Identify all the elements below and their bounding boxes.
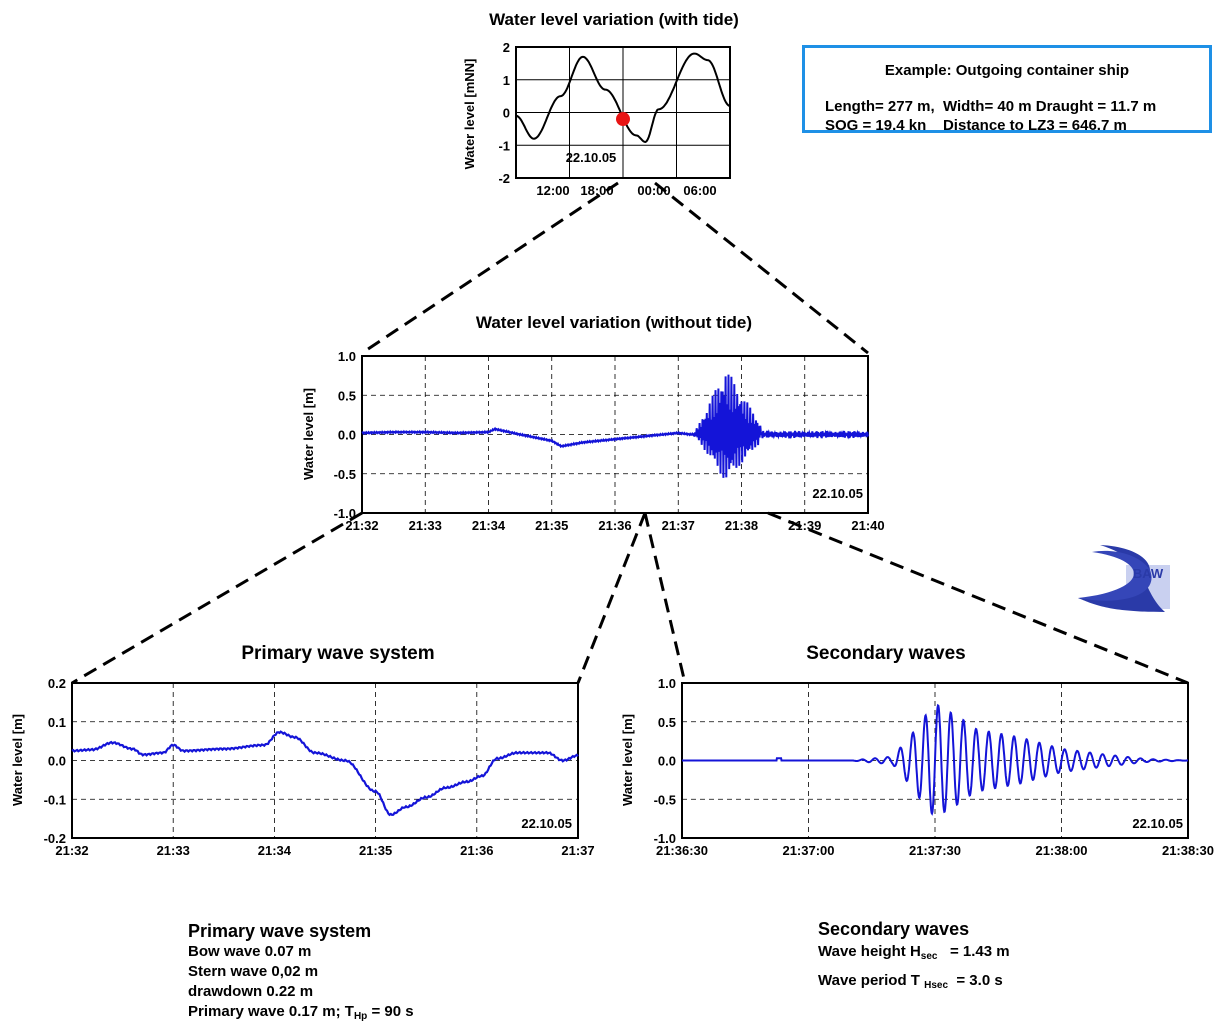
primary-series-line <box>71 730 579 817</box>
tide-ytick-label: 2 <box>503 40 510 55</box>
overview-xtick-label: 21:33 <box>409 518 442 533</box>
ship-info-box: Example: Outgoing container ship Length=… <box>802 45 1212 134</box>
primary-ytick-label: -0.1 <box>44 792 66 807</box>
overview-ytick-label: 0.0 <box>338 428 356 443</box>
tide-axes: 2 1 0 -1 -2 12:00 18:00 00:00 06:00 22.10.05 <box>498 40 731 198</box>
overview-xtick-label: 21:39 <box>788 518 821 533</box>
baw-logo-swoosh-outer <box>1078 550 1152 601</box>
overview-ytick-label: -0.5 <box>334 467 356 482</box>
primary-wave-value: = 90 s <box>367 1003 414 1020</box>
secondary-summary-height: Wave height Hsec = 1.43 m <box>818 942 1010 967</box>
tide-ytick-label: 1 <box>503 73 510 88</box>
connector-tide-left <box>361 181 619 355</box>
connector-overview-secondary-right <box>767 511 1189 685</box>
overview-axes: 1.0 0.5 0.0 -0.5 -1.021:32 21:33 21:34 21:35 21:… <box>334 349 885 533</box>
primary-summary-primary-wave: Primary wave 0.17 m; THp = 90 s <box>188 1002 414 1027</box>
secondary-xtick-label: 21:37:30 <box>909 843 961 858</box>
primary-ytick-label: -0.2 <box>44 831 66 846</box>
primary-xtick-label: 21:33 <box>157 843 190 858</box>
overview-xtick-label: 21:32 <box>345 518 378 533</box>
primary-ylabel: Water level [m] <box>10 714 25 806</box>
secondary-xtick-label: 21:37:00 <box>782 843 834 858</box>
connector-overview-primary-left <box>71 511 363 685</box>
secondary-xtick-label: 21:38:00 <box>1035 843 1087 858</box>
ship-info-line2: SOG = 19.4 kn Distance to LZ3 = 646.7 m <box>825 117 1127 134</box>
connector-overview-secondary-left <box>643 512 687 684</box>
primary-summary-stern: Stern wave 0,02 m <box>188 963 319 980</box>
secondary-series-line <box>682 703 1188 816</box>
tide-ytick-label: 0 <box>503 106 510 121</box>
baw-logo: BAW <box>1078 545 1170 612</box>
secondary-ytick-label: 0.5 <box>658 715 676 730</box>
primary-ytick-label: 0.2 <box>48 676 66 691</box>
connector-tide-right <box>654 181 869 355</box>
tide-ylabel: Water level [mNN] <box>462 59 477 170</box>
overview-xtick-label: 21:38 <box>725 518 758 533</box>
secondary-axes: 1.0 0.5 0.0 -0.5 -1.021:36:30 21:37:00 21:37:3… <box>654 676 1214 858</box>
secondary-summary-heading: Secondary waves <box>818 919 970 939</box>
primary-xtick-label: 21:36 <box>460 843 493 858</box>
tide-ytick-label: -2 <box>498 171 510 186</box>
baw-logo-swoosh <box>1078 545 1165 612</box>
secondary-summary: Secondary waves Wave height Hsec = 1.43 … <box>818 918 1010 996</box>
connector-overview-primary-right <box>576 512 647 684</box>
overview-xtick-label: 21:36 <box>598 518 631 533</box>
wave-height-sub: sec <box>920 951 938 962</box>
tide-date-label: 22.10.05 <box>566 150 617 165</box>
secondary-chart-title: Secondary waves <box>806 643 965 664</box>
primary-wave-text: Primary wave 0.17 m; T <box>188 1003 354 1020</box>
secondary-ytick-label: -0.5 <box>654 792 676 807</box>
primary-chart-title: Primary wave system <box>241 643 434 664</box>
ship-info-title: Example: Outgoing container ship <box>884 62 1130 79</box>
primary-summary-heading: Primary wave system <box>188 921 372 941</box>
overview-series-line <box>361 374 869 478</box>
tide-chart-title: Water level variation (with tide) <box>489 10 739 29</box>
primary-xtick-label: 21:34 <box>258 843 292 858</box>
zoom-connectors <box>71 181 1189 685</box>
primary-wave-sub: Hp <box>353 1011 368 1022</box>
overview-xtick-label: 21:35 <box>535 518 568 533</box>
primary-summary-bow: Bow wave 0.07 m <box>188 943 312 960</box>
overview-date-label: 22.10.05 <box>812 486 863 501</box>
secondary-summary-period: Wave period T Hsec = 3.0 s <box>818 971 1010 996</box>
wave-period-text: Wave period T <box>818 972 925 989</box>
overview-ytick-label: -1.0 <box>334 506 356 521</box>
secondary-xtick-label: 21:36:30 <box>656 843 708 858</box>
baw-logo-text: BAW <box>1133 566 1164 581</box>
primary-ytick-label: 0.0 <box>48 754 66 769</box>
primary-date-label: 22.10.05 <box>521 816 572 831</box>
wave-period-sub: Hsec <box>924 980 949 991</box>
overview-ylabel: Water level [m] <box>301 388 316 480</box>
secondary-date-label: 22.10.05 <box>1132 816 1183 831</box>
tide-xtick-label: 06:00 <box>683 183 716 198</box>
overview-xtick-label: 21:40 <box>851 518 884 533</box>
secondary-ytick-label: 1.0 <box>658 676 676 691</box>
ship-info-line1: Length= 277 m, Width= 40 m Draught = 11.… <box>825 98 1157 115</box>
tide-xtick-label: 12:00 <box>536 183 569 198</box>
wave-period-value: = 3.0 s <box>948 972 1003 989</box>
tide-xtick-label: 00:00 <box>637 183 670 198</box>
tide-xtick-label: 18:00 <box>580 183 613 198</box>
tide-ytick-label: -1 <box>498 138 510 153</box>
secondary-ytick-label: -1.0 <box>654 831 676 846</box>
overview-xtick-label: 21:37 <box>662 518 695 533</box>
overview-xtick-label: 21:34 <box>472 518 506 533</box>
wave-height-value: = 1.43 m <box>937 943 1010 960</box>
overview-chart-title: Water level variation (without tide) <box>476 313 752 332</box>
wave-height-text: Wave height H <box>818 943 921 960</box>
secondary-ylabel: Water level [m] <box>620 714 635 806</box>
primary-summary: Primary wave system Bow wave 0.07 m Ster… <box>188 920 414 1027</box>
secondary-xtick-label: 21:38:30 <box>1162 843 1214 858</box>
overview-ytick-label: 0.5 <box>338 388 356 403</box>
tide-current-marker <box>616 112 630 127</box>
primary-axes: 0.2 0.1 0.0 -0.1 -0.221:32 21:33 21:34 21:35 21:… <box>44 676 595 858</box>
primary-ytick-label: 0.1 <box>48 715 66 730</box>
primary-summary-drawdown: drawdown 0.22 m <box>188 983 314 1000</box>
overview-ytick-label: 1.0 <box>338 349 356 364</box>
primary-xtick-label: 21:32 <box>55 843 88 858</box>
primary-xtick-label: 21:37 <box>561 843 594 858</box>
secondary-ytick-label: 0.0 <box>658 754 676 769</box>
primary-xtick-label: 21:35 <box>359 843 392 858</box>
